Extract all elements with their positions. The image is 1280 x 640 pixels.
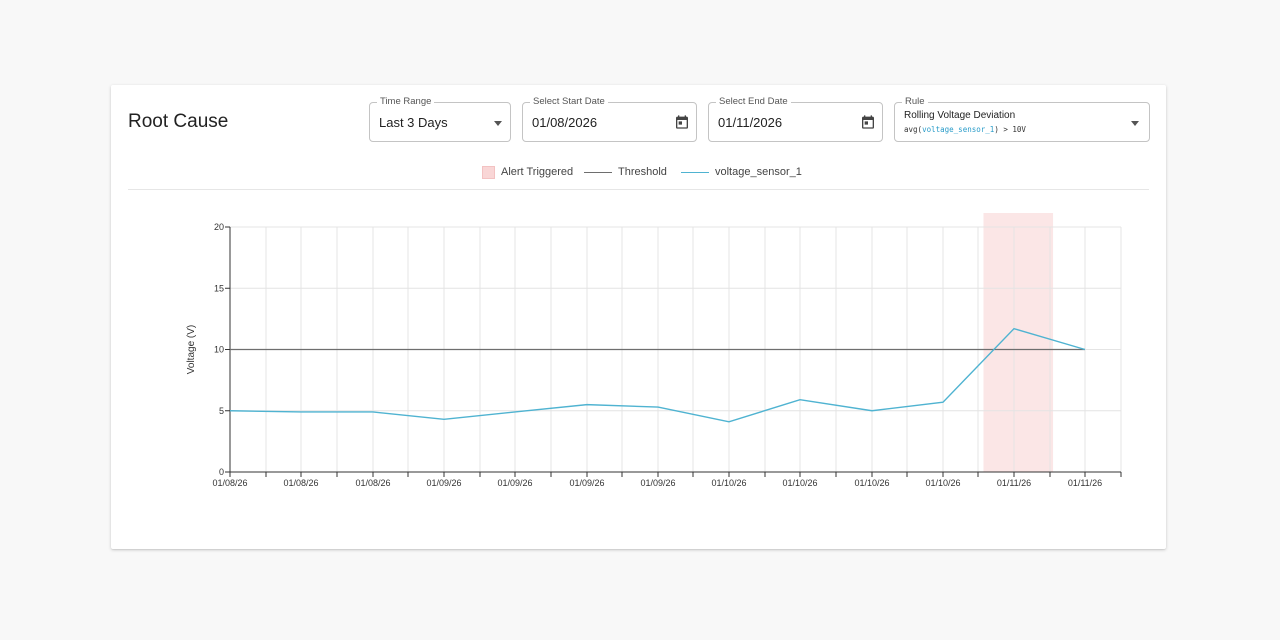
page-title: Root Cause [128, 111, 229, 132]
end-date-field[interactable]: Select End Date 01/11/2026 [708, 96, 883, 142]
start-date-field[interactable]: Select Start Date 01/08/2026 [522, 96, 697, 142]
y-tick-label: 10 [214, 345, 224, 355]
chevron-down-icon [1131, 121, 1139, 126]
x-tick-label: 01/11/26 [1068, 478, 1102, 488]
rule-expression: avg(voltage_sensor_1) > 10V [904, 125, 1026, 134]
calendar-icon[interactable] [674, 114, 690, 130]
x-tick-label: 01/09/26 [640, 478, 675, 488]
voltage-chart: 0 5 10 15 20 01/08/26 01/08/26 01/08/26 01/09/26… [186, 213, 1122, 488]
x-tick-label: 01/09/26 [426, 478, 461, 488]
legend-item-alert[interactable]: Alert Triggered [482, 164, 573, 180]
root-cause-card: Root Cause Time Range Last 3 Days Select… [111, 85, 1166, 549]
x-tick-label: 01/08/26 [212, 478, 247, 488]
x-tick-label: 01/10/26 [925, 478, 960, 488]
series-swatch [681, 171, 709, 173]
alert-region [983, 213, 1054, 472]
rule-expression-prefix: avg( [904, 125, 923, 134]
y-tick-label: 20 [214, 222, 224, 232]
chevron-down-icon [494, 121, 502, 126]
x-tick-label: 01/08/26 [283, 478, 318, 488]
legend-item-threshold[interactable]: Threshold [584, 164, 667, 180]
rule-name: Rolling Voltage Deviation [904, 110, 1016, 121]
start-date-value: 01/08/2026 [532, 115, 598, 130]
x-tick-label: 01/09/26 [569, 478, 604, 488]
x-tick-label: 01/11/26 [997, 478, 1031, 488]
y-tick-label: 5 [219, 406, 224, 416]
x-tick-label: 01/10/26 [711, 478, 746, 488]
x-tick-label: 01/10/26 [782, 478, 817, 488]
rule-expression-suffix: ) > 10V [994, 125, 1026, 134]
time-range-select[interactable]: Time Range Last 3 Days [369, 96, 511, 142]
end-date-value: 01/11/2026 [718, 115, 783, 130]
time-range-value: Last 3 Days [379, 115, 448, 130]
x-tick-label: 01/09/26 [497, 478, 532, 488]
series-line-voltage-sensor-1 [229, 327, 1086, 423]
x-tick-label: 01/10/26 [854, 478, 889, 488]
legend-alert-label: Alert Triggered [501, 166, 574, 178]
divider [128, 189, 1149, 190]
threshold-swatch [584, 171, 612, 173]
y-axis-label: Voltage (V) [186, 325, 197, 374]
legend-item-series[interactable]: voltage_sensor_1 [681, 164, 802, 180]
start-date-label: Select Start Date [530, 96, 608, 108]
end-date-label: Select End Date [716, 96, 791, 108]
calendar-icon[interactable] [860, 114, 876, 130]
rule-expression-variable: voltage_sensor_1 [922, 125, 995, 134]
chart-legend: Alert Triggered Threshold voltage_sensor… [111, 164, 1166, 180]
x-tick-label: 01/08/26 [355, 478, 390, 488]
rule-label: Rule [902, 96, 928, 108]
time-range-label: Time Range [377, 96, 435, 108]
y-tick-label: 15 [214, 283, 224, 293]
legend-threshold-label: Threshold [618, 166, 667, 178]
y-tick-label: 0 [219, 467, 224, 477]
legend-series-label: voltage_sensor_1 [715, 166, 802, 178]
alert-swatch [482, 165, 495, 179]
rule-select[interactable]: Rule Rolling Voltage Deviation avg(volta… [894, 96, 1150, 142]
